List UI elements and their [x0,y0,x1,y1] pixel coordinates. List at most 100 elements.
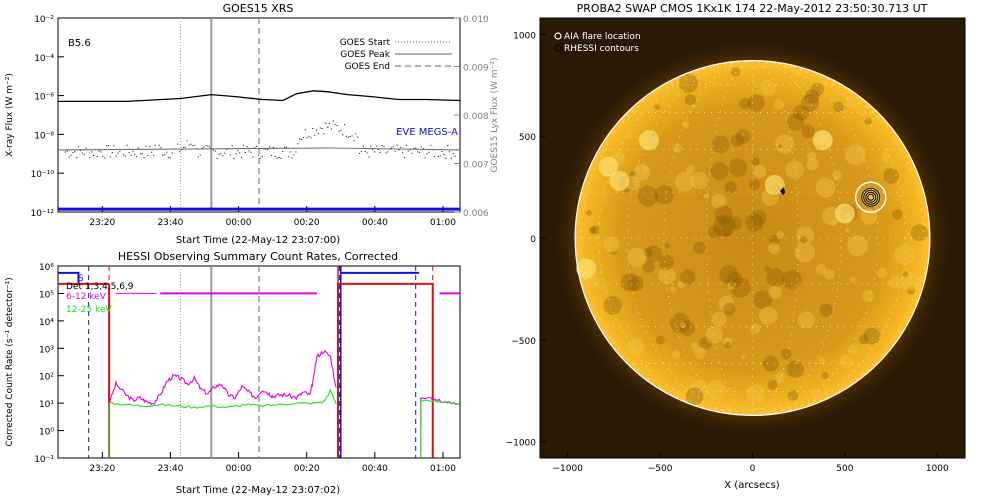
solar-texture-blob [785,160,804,180]
rhessi-contour [865,191,877,203]
goes-y-tick-label: 10⁻⁸ [34,131,54,141]
solar-texture-blob [728,216,743,231]
solar-texture-blob [690,341,698,349]
solar-texture-blob [654,185,674,205]
solar-texture-blob [768,285,782,299]
solar-texture-blob [786,360,804,378]
solar-texture-blob [759,306,778,325]
solar-texture-blob [654,104,661,110]
solar-texture-blob [766,268,785,287]
hessi-series-6-12kev [108,349,337,458]
solar-texture-blob [799,236,808,245]
hessi-x-tick-label: 00:00 [226,464,252,474]
solar-texture-blob [810,82,824,97]
hessi-x-tick-label: 01:00 [430,464,456,474]
solar-texture-blob [780,348,792,360]
solar-texture-blob [748,178,761,190]
goes-lyx-flux-line [57,147,461,151]
solar-texture-blob [806,158,819,171]
solar-texture-blob [821,372,829,380]
solar-texture-blob [669,312,691,334]
solar-texture-blob [724,181,737,194]
solar-texture-blob [881,152,891,162]
solar-texture-blob [787,113,805,131]
goes-y2-tick-label: 0.009 [463,64,489,74]
solar-texture-blob [833,101,844,113]
solar-texture-blob [693,346,706,359]
solar-texture-blob [832,170,843,181]
hessi-y-tick-label: 10⁰ [39,428,54,438]
solar-texture-blob [847,235,869,256]
hessi-count-rate-chart: HESSI Observing Summary Count Rates, Cor… [5,250,461,496]
solar-active-region [834,203,855,224]
rhessi-contour [863,189,879,205]
solar-texture-blob [794,242,816,263]
solar-texture-blob [862,289,875,303]
hessi-y-tick-label: 10⁶ [39,263,54,273]
swap-y-tick-label: −1000 [506,439,537,449]
swap-legend-label: AIA flare location [564,32,641,42]
solar-texture-blob [664,242,670,249]
solar-texture-blob [775,372,786,383]
solar-texture-blob [711,135,730,154]
swap-y-tick-label: 1000 [513,31,536,41]
goes-y2-tick-label: 0.010 [463,15,489,25]
goes-x-tick-label: 23:40 [157,218,183,228]
solar-texture-blob [804,89,820,104]
goes-y-tick-label: 10⁻⁴ [34,54,54,64]
solar-texture-blob [588,276,600,288]
solar-texture-blob [762,355,779,372]
solar-texture-blob [776,230,784,239]
goes-chart-title: GOES15 XRS [223,2,294,15]
solar-texture-blob [768,242,780,254]
solar-longitude-line [752,60,799,416]
solar-texture-blob [690,380,709,399]
solar-texture-blob [745,213,764,232]
solar-texture-blob [672,143,682,153]
solar-texture-blob [690,171,708,190]
solar-texture-blob [906,286,916,295]
solar-texture-blob [735,129,751,144]
solar-texture-blob [711,193,727,209]
solar-texture-blob [796,226,814,245]
swap-x-tick-label: 0 [750,464,756,474]
solar-texture-blob [586,210,592,216]
solar-texture-blob [672,350,681,358]
solar-texture-blob [686,165,696,175]
solar-texture-blob [764,266,771,272]
solar-texture-blob [726,271,743,288]
solar-texture-blob [714,205,733,224]
goes-x-tick-label: 00:00 [226,218,252,228]
solar-texture-blob [678,73,698,93]
goes-y-tick-label: 10⁻² [34,15,54,25]
solar-texture-blob [848,345,858,355]
solar-texture-blob [750,323,761,334]
solar-texture-blob [670,286,676,293]
solar-texture-blob [680,322,687,329]
solar-texture-blob [747,94,765,112]
solar-texture-blob [633,163,651,181]
solar-texture-blob [679,269,696,285]
solar-texture-blob [819,303,833,317]
solar-texture-blob [690,104,696,109]
solar-texture-blob [801,124,815,139]
hessi-legend-label: S [78,274,84,284]
solar-texture-blob [883,168,899,184]
solar-longitude-line [580,60,753,416]
swap-chart-title: PROBA2 SWAP CMOS 1Kx1K 174 22-May-2012 2… [577,2,928,15]
swap-legend-marker [554,32,562,40]
solar-texture-blob [858,334,869,345]
solar-small-feature [780,187,786,196]
goes-y2-tick-label: 0.007 [463,161,489,171]
solar-texture-blob [655,335,665,345]
solar-texture-blob [888,275,901,289]
solar-texture-blob [850,276,856,283]
solar-texture-blob [750,209,767,226]
solar-texture-blob [637,185,659,207]
solar-texture-blob [723,337,733,347]
swap-y-tick-label: −500 [511,337,536,347]
solar-texture-blob [753,164,767,178]
swap-y-tick-label: 0 [530,235,536,245]
solar-texture-blob [684,94,696,106]
hessi-legend-label: 12-25 keV [66,305,112,315]
